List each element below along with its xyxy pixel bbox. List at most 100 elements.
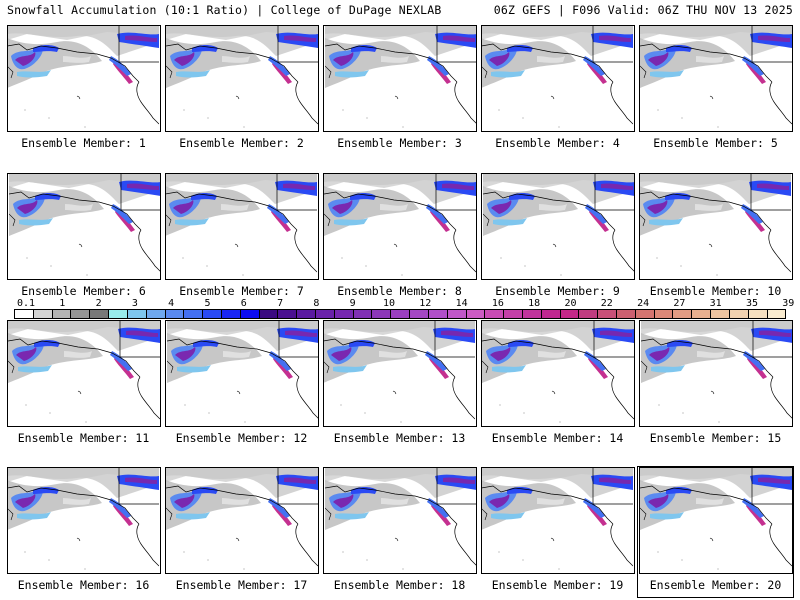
- snowfall-map[interactable]: [323, 25, 477, 132]
- ensemble-member-label: Ensemble Member: 8: [337, 284, 462, 298]
- run-info: 06Z GEFS | F096 Valid: 06Z THU NOV 13 20…: [493, 3, 793, 17]
- ensemble-member-panel[interactable]: Ensemble Member: 10: [638, 173, 793, 303]
- colorbar-swatch: [579, 310, 599, 318]
- snowfall-map[interactable]: [323, 173, 477, 280]
- colorbar-swatch: [165, 310, 185, 318]
- ensemble-member-panel[interactable]: Ensemble Member: 9: [480, 173, 635, 303]
- colorbar-tick-label: 24: [637, 298, 650, 309]
- map-image: [8, 468, 159, 570]
- colorbar-swatch: [316, 310, 335, 318]
- ensemble-member-panel[interactable]: Ensemble Member: 11: [6, 320, 161, 450]
- snowfall-map[interactable]: [165, 25, 319, 132]
- colorbar-swatch: [127, 310, 147, 318]
- snowfall-map[interactable]: [481, 173, 635, 280]
- ensemble-member-label: Ensemble Member: 12: [175, 431, 308, 445]
- colorbar-tick-label: 3: [131, 298, 138, 309]
- ensemble-member-label: Ensemble Member: 16: [17, 578, 150, 592]
- colorbar-swatch: [617, 310, 636, 318]
- map-image: [9, 174, 160, 276]
- colorbar-swatch: [635, 310, 655, 318]
- map-image: [324, 321, 475, 423]
- snowfall-map[interactable]: [323, 467, 477, 574]
- colorbar-swatches: [14, 309, 786, 319]
- colorbar-swatch: [767, 310, 786, 318]
- map-image: [166, 174, 317, 276]
- colorbar-swatch: [334, 310, 354, 318]
- snowfall-map[interactable]: [165, 467, 319, 574]
- colorbar-tick-label: 9: [349, 298, 356, 309]
- colorbar-swatch: [692, 310, 712, 318]
- map-image: [325, 468, 476, 570]
- ensemble-member-panel[interactable]: Ensemble Member: 14: [480, 320, 635, 450]
- ensemble-member-label: Ensemble Member: 2: [179, 136, 304, 150]
- ensemble-member-panel[interactable]: Ensemble Member: 20: [637, 466, 794, 598]
- ensemble-member-panel[interactable]: Ensemble Member: 15: [638, 320, 793, 450]
- colorbar-tick-label: 12: [419, 298, 432, 309]
- ensemble-member-panel[interactable]: Ensemble Member: 17: [164, 467, 319, 597]
- ensemble-member-panel[interactable]: Ensemble Member: 4: [480, 25, 635, 155]
- colorbar-tick-label: 0.1: [16, 298, 36, 309]
- colorbar-swatch: [278, 310, 298, 318]
- colorbar-swatch: [522, 310, 542, 318]
- colorbar-swatch: [146, 310, 166, 318]
- snowfall-map[interactable]: [7, 320, 161, 427]
- colorbar-tick-label: 8: [313, 298, 320, 309]
- snowfall-map[interactable]: [165, 320, 319, 427]
- snowfall-map[interactable]: [639, 25, 793, 132]
- ensemble-member-label: Ensemble Member: 11: [17, 431, 150, 445]
- colorbar-swatch: [466, 310, 486, 318]
- snowfall-map[interactable]: [481, 25, 635, 132]
- ensemble-member-panel[interactable]: Ensemble Member: 2: [164, 25, 319, 155]
- map-image: [166, 26, 318, 128]
- snowfall-map[interactable]: [7, 467, 161, 574]
- ensemble-member-panel[interactable]: Ensemble Member: 7: [164, 173, 319, 303]
- colorbar-tick-label: 22: [600, 298, 613, 309]
- colorbar-tick-label: 20: [564, 298, 577, 309]
- snowfall-map[interactable]: [165, 173, 319, 280]
- ensemble-member-panel[interactable]: Ensemble Member: 1: [6, 25, 161, 155]
- map-image: [166, 468, 318, 570]
- snowfall-map[interactable]: [7, 25, 161, 132]
- snowfall-map[interactable]: [481, 320, 635, 427]
- snowfall-map[interactable]: [639, 320, 793, 427]
- colorbar-tick-label: 2: [95, 298, 102, 309]
- ensemble-member-label: Ensemble Member: 1: [21, 136, 146, 150]
- map-image: [167, 321, 318, 423]
- ensemble-member-label: Ensemble Member: 15: [649, 431, 782, 445]
- snowfall-map[interactable]: [481, 467, 635, 574]
- colorbar-tick-label: 39: [782, 298, 795, 309]
- colorbar-swatch: [33, 310, 53, 318]
- colorbar-swatch: [184, 310, 204, 318]
- ensemble-member-panel[interactable]: Ensemble Member: 8: [322, 173, 477, 303]
- colorbar-swatch: [504, 310, 523, 318]
- colorbar-swatch: [598, 310, 617, 318]
- colorbar-swatch: [560, 310, 580, 318]
- colorbar-swatch: [673, 310, 693, 318]
- map-image: [482, 468, 633, 570]
- colorbar-swatch: [259, 310, 279, 318]
- ensemble-member-label: Ensemble Member: 7: [179, 284, 304, 298]
- snowfall-map[interactable]: [639, 467, 793, 574]
- ensemble-member-panel[interactable]: Ensemble Member: 13: [322, 320, 477, 450]
- ensemble-member-label: Ensemble Member: 10: [649, 284, 782, 298]
- ensemble-member-panel[interactable]: Ensemble Member: 6: [6, 173, 161, 303]
- ensemble-member-panel[interactable]: Ensemble Member: 5: [638, 25, 793, 155]
- snowfall-map[interactable]: [323, 320, 477, 427]
- colorbar-swatch: [654, 310, 674, 318]
- colorbar-tick-label: 31: [709, 298, 722, 309]
- ensemble-member-panel[interactable]: Ensemble Member: 19: [480, 467, 635, 597]
- ensemble-member-label: Ensemble Member: 18: [333, 578, 466, 592]
- ensemble-member-panel[interactable]: Ensemble Member: 3: [322, 25, 477, 155]
- colorbar-swatch: [391, 310, 411, 318]
- colorbar-swatch: [428, 310, 448, 318]
- map-image: [324, 174, 476, 276]
- ensemble-member-panel[interactable]: Ensemble Member: 12: [164, 320, 319, 450]
- snowfall-map[interactable]: [639, 173, 793, 280]
- colorbar-swatch: [729, 310, 749, 318]
- snowfall-map[interactable]: [7, 173, 161, 280]
- colorbar-tick-label: 35: [745, 298, 759, 309]
- map-image: [640, 174, 791, 276]
- ensemble-member-panel[interactable]: Ensemble Member: 16: [6, 467, 161, 597]
- map-image: [8, 26, 159, 128]
- ensemble-member-panel[interactable]: Ensemble Member: 18: [322, 467, 477, 597]
